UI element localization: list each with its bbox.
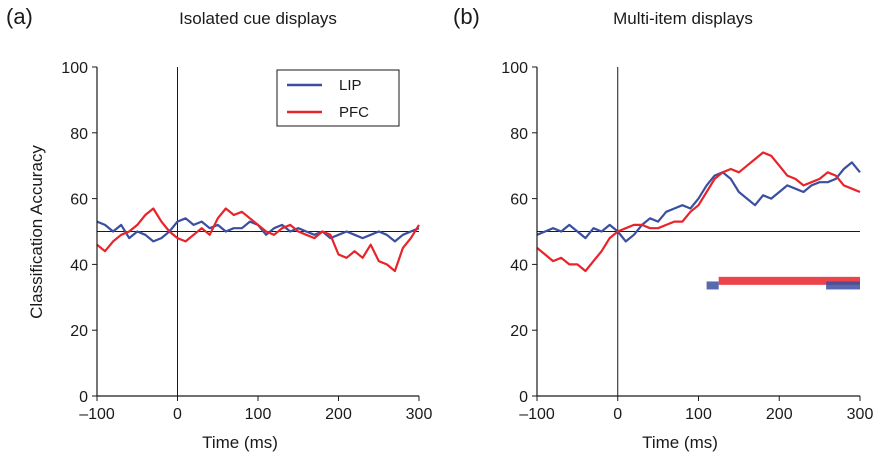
y-tick-label-a-1: 20 xyxy=(70,323,88,340)
y-tick-label-a-0: 0 xyxy=(79,389,88,406)
x-tick-label-a-4: 300 xyxy=(406,406,433,423)
x-tick-label-b-0: –100 xyxy=(519,406,555,423)
legend-label-pfc: PFC xyxy=(339,104,369,121)
y-tick-label-b-3: 60 xyxy=(510,192,528,209)
x-axis-label-b: Time (ms) xyxy=(642,433,718,452)
x-tick-label-b-4: 300 xyxy=(847,406,874,423)
x-axis-label-a: Time (ms) xyxy=(202,433,278,452)
legend: LIP PFC xyxy=(276,69,400,127)
panel-label-a: (a) xyxy=(6,4,33,29)
series-pfc-line-b xyxy=(536,151,861,273)
x-tick-label-b-1: 0 xyxy=(613,406,622,423)
x-tick-label-b-2: 100 xyxy=(685,406,712,423)
significance-bar-pfc-1 xyxy=(718,276,860,285)
chart-title-a: Isolated cue displays xyxy=(179,9,337,28)
panel-label-b: (b) xyxy=(453,4,480,29)
y-tick-label-a-2: 40 xyxy=(70,257,88,274)
y-tick-label-a-3: 60 xyxy=(70,192,88,209)
x-tick-label-a-0: –100 xyxy=(79,406,115,423)
panel-b: (b) Multi-item displays Time (ms) 0 20 40 6… xyxy=(453,4,873,452)
panel-a: (a) Isolated cue displays Classification… xyxy=(6,4,432,452)
series-lip-line-b xyxy=(536,161,861,243)
x-tick-label-b-3: 200 xyxy=(766,406,793,423)
y-axis-label-a: Classification Accuracy xyxy=(27,145,46,319)
y-tick-label-b-1: 20 xyxy=(510,323,528,340)
y-tick-label-b-5: 100 xyxy=(501,60,528,77)
significance-bar-lip-1 xyxy=(706,281,719,290)
x-tick-label-a-2: 100 xyxy=(245,406,272,423)
y-tick-label-a-5: 100 xyxy=(61,60,88,77)
y-tick-label-b-0: 0 xyxy=(519,389,528,406)
significance-bar-lip-2 xyxy=(826,281,860,290)
legend-label-lip: LIP xyxy=(339,77,362,94)
y-tick-label-b-4: 80 xyxy=(510,126,528,143)
series-pfc-line-a xyxy=(96,207,420,273)
legend-box xyxy=(276,69,400,127)
y-tick-label-a-4: 80 xyxy=(70,126,88,143)
y-tick-label-b-2: 40 xyxy=(510,257,528,274)
series-lip-line-a xyxy=(96,217,420,243)
x-tick-label-a-3: 200 xyxy=(325,406,352,423)
x-tick-label-a-1: 0 xyxy=(173,406,182,423)
chart-title-b: Multi-item displays xyxy=(613,9,753,28)
